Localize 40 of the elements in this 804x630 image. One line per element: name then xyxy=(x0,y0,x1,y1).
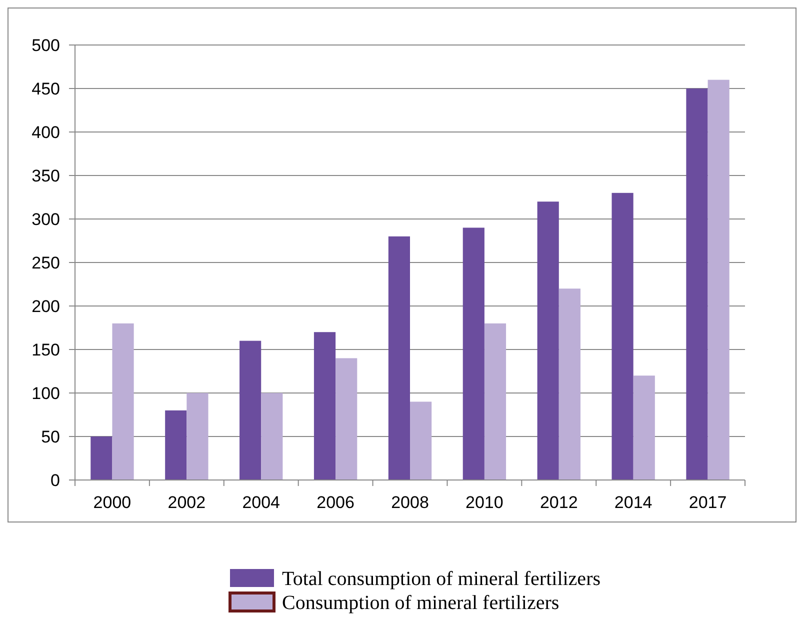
x-tick-label: 2010 xyxy=(466,493,504,512)
bar xyxy=(261,393,283,480)
bar xyxy=(708,80,730,480)
y-tick-label: 100 xyxy=(32,384,60,403)
legend-label: Total consumption of mineral fertilizers xyxy=(282,568,601,590)
bar xyxy=(558,288,580,480)
bar xyxy=(314,332,336,480)
x-tick-label: 2008 xyxy=(391,493,429,512)
bar xyxy=(388,236,410,480)
y-tick-label: 450 xyxy=(32,79,60,98)
bar xyxy=(633,376,655,480)
y-tick-label: 300 xyxy=(32,210,60,229)
y-tick-label: 350 xyxy=(32,166,60,186)
bar xyxy=(90,436,112,480)
y-tick-label: 400 xyxy=(32,122,60,142)
bar xyxy=(484,323,506,480)
bar xyxy=(240,340,262,480)
bar xyxy=(462,228,484,480)
bar xyxy=(336,358,358,480)
y-tick-label: 250 xyxy=(32,253,60,272)
bar xyxy=(186,393,208,480)
bar xyxy=(537,202,559,480)
y-tick-label: 0 xyxy=(50,470,60,490)
x-tick-label: 2002 xyxy=(168,493,206,512)
x-tick-label: 2004 xyxy=(242,493,280,512)
y-tick-label: 500 xyxy=(32,36,60,55)
legend-label: Consumption of mineral fertilizers xyxy=(282,592,560,614)
y-tick-label: 200 xyxy=(32,296,60,316)
x-tick-label: 2012 xyxy=(540,493,578,512)
bar xyxy=(165,410,187,480)
x-tick-label: 2006 xyxy=(316,493,354,512)
x-tick-label: 2000 xyxy=(93,493,132,512)
bar xyxy=(612,192,634,480)
y-tick-label: 150 xyxy=(32,340,60,360)
bar xyxy=(410,402,432,480)
x-tick-label: 2017 xyxy=(688,493,727,512)
bar xyxy=(112,323,134,480)
x-tick-label: 2014 xyxy=(614,493,652,512)
bar xyxy=(686,88,708,480)
y-tick-label: 50 xyxy=(41,427,60,446)
